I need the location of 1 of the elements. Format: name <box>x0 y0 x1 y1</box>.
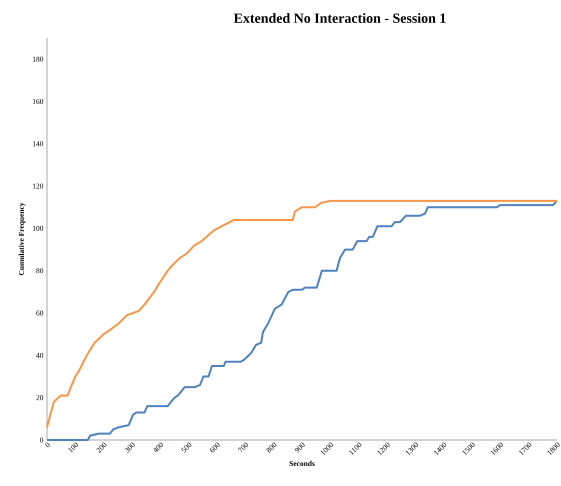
chart-title: Extended No Interaction - Session 1 <box>234 13 446 23</box>
